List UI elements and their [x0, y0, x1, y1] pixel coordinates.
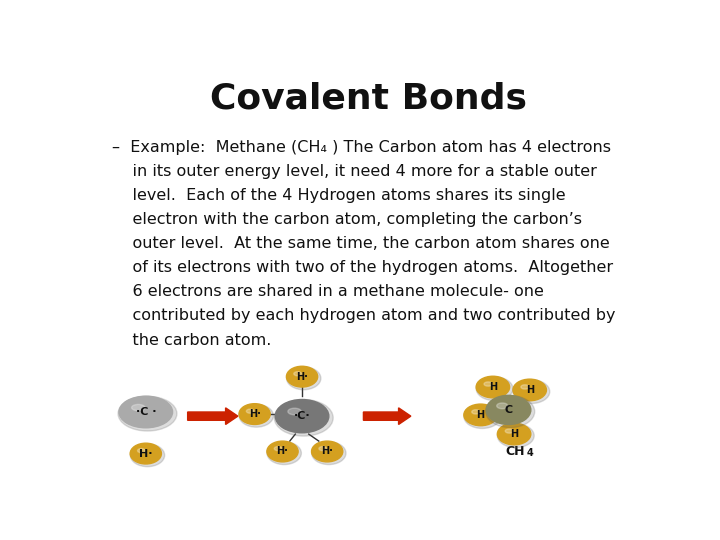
Ellipse shape	[275, 400, 329, 433]
Text: CH: CH	[505, 446, 525, 458]
FancyArrow shape	[364, 408, 411, 424]
Ellipse shape	[287, 367, 321, 390]
Text: contributed by each hydrogen atom and two contributed by: contributed by each hydrogen atom and tw…	[112, 308, 616, 323]
Text: H·: H·	[321, 447, 333, 456]
Ellipse shape	[118, 396, 177, 431]
Ellipse shape	[505, 429, 513, 433]
Text: C: C	[505, 405, 513, 415]
Text: H·: H·	[276, 447, 289, 456]
Ellipse shape	[239, 404, 274, 427]
Text: 6 electrons are shared in a methane molecule- one: 6 electrons are shared in a methane mole…	[112, 285, 544, 299]
Text: Covalent Bonds: Covalent Bonds	[210, 82, 528, 116]
Ellipse shape	[319, 447, 327, 451]
Ellipse shape	[513, 380, 550, 403]
Text: in its outer energy level, it need 4 more for a stable outer: in its outer energy level, it need 4 mor…	[112, 164, 597, 179]
Ellipse shape	[130, 443, 161, 464]
Ellipse shape	[513, 379, 546, 401]
Text: –  Example:  Methane (CH₄ ) The Carbon atom has 4 electrons: – Example: Methane (CH₄ ) The Carbon ato…	[112, 140, 611, 154]
Ellipse shape	[472, 410, 480, 414]
Ellipse shape	[287, 366, 318, 387]
Ellipse shape	[138, 449, 145, 453]
Ellipse shape	[497, 403, 508, 409]
Text: H: H	[489, 382, 497, 392]
Ellipse shape	[130, 444, 165, 467]
Ellipse shape	[288, 408, 301, 415]
Ellipse shape	[294, 372, 302, 376]
Ellipse shape	[132, 404, 145, 411]
Ellipse shape	[267, 441, 298, 462]
Text: H: H	[477, 410, 485, 420]
Text: the carbon atom.: the carbon atom.	[112, 333, 271, 348]
Ellipse shape	[498, 423, 531, 445]
Ellipse shape	[239, 404, 270, 424]
Ellipse shape	[476, 376, 510, 398]
Ellipse shape	[246, 409, 254, 413]
Ellipse shape	[274, 447, 282, 451]
Text: H·: H·	[248, 409, 261, 419]
Text: ·C·: ·C·	[294, 411, 310, 421]
Text: H: H	[510, 429, 518, 439]
Ellipse shape	[521, 385, 529, 389]
Text: of its electrons with two of the hydrogen atoms.  Altogether: of its electrons with two of the hydroge…	[112, 260, 613, 275]
FancyArrow shape	[188, 408, 238, 424]
Text: 4: 4	[527, 448, 534, 458]
Text: outer level.  At the same time, the carbon atom shares one: outer level. At the same time, the carbo…	[112, 236, 610, 251]
Ellipse shape	[312, 442, 346, 464]
Text: level.  Each of the 4 Hydrogen atoms shares its single: level. Each of the 4 Hydrogen atoms shar…	[112, 188, 566, 203]
Ellipse shape	[464, 404, 498, 426]
Text: electron with the carbon atom, completing the carbon’s: electron with the carbon atom, completin…	[112, 212, 582, 227]
Ellipse shape	[484, 382, 492, 386]
Ellipse shape	[119, 396, 173, 428]
Ellipse shape	[274, 400, 333, 436]
Ellipse shape	[485, 396, 535, 428]
Text: H·: H·	[139, 449, 153, 458]
Ellipse shape	[312, 441, 343, 462]
Text: ·C ·: ·C ·	[135, 407, 156, 417]
Ellipse shape	[267, 442, 302, 464]
Ellipse shape	[486, 395, 531, 424]
Ellipse shape	[498, 424, 534, 448]
Text: H·: H·	[296, 372, 308, 382]
Ellipse shape	[464, 404, 500, 428]
Ellipse shape	[476, 377, 513, 401]
Text: H: H	[526, 385, 534, 395]
